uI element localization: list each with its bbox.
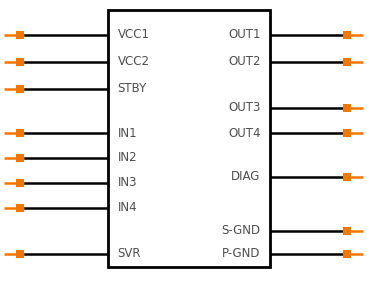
Text: VCC2: VCC2 bbox=[117, 55, 149, 68]
Bar bbox=[108, 10, 270, 267]
Text: OUT4: OUT4 bbox=[228, 127, 261, 140]
Text: IN1: IN1 bbox=[117, 127, 137, 140]
Text: STBY: STBY bbox=[117, 82, 147, 95]
Text: VCC1: VCC1 bbox=[117, 28, 149, 41]
Text: S-GND: S-GND bbox=[221, 224, 261, 237]
Text: OUT2: OUT2 bbox=[228, 55, 261, 68]
Text: OUT3: OUT3 bbox=[228, 101, 261, 114]
Text: IN4: IN4 bbox=[117, 201, 137, 214]
Text: IN3: IN3 bbox=[117, 176, 137, 189]
Text: DIAG: DIAG bbox=[231, 170, 261, 183]
Text: OUT1: OUT1 bbox=[228, 28, 261, 41]
Text: P-GND: P-GND bbox=[222, 247, 261, 260]
Text: SVR: SVR bbox=[117, 247, 141, 260]
Text: IN2: IN2 bbox=[117, 151, 137, 164]
